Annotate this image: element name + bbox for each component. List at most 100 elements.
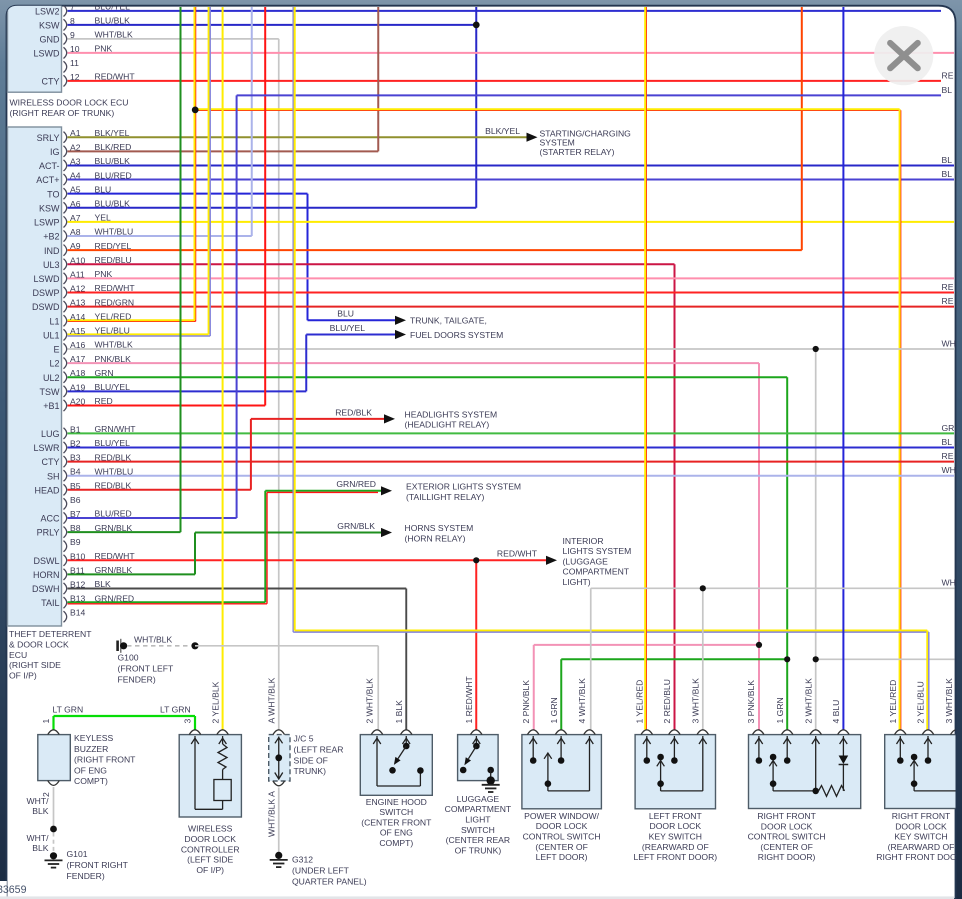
svg-text:CONTROL SWITCH: CONTROL SWITCH: [748, 832, 826, 842]
svg-text:LEFT DOOR): LEFT DOOR): [536, 852, 588, 862]
svg-text:BL: BL: [942, 437, 953, 447]
svg-text:OF I/P): OF I/P): [196, 865, 224, 875]
svg-text:A19: A19: [70, 382, 86, 392]
svg-text:WIRELESS: WIRELESS: [188, 824, 233, 834]
svg-text:LSWP: LSWP: [34, 218, 60, 228]
svg-text:A13: A13: [70, 298, 86, 308]
svg-text:(REARWARD OF: (REARWARD OF: [888, 842, 955, 852]
svg-text:(RIGHT SIDE: (RIGHT SIDE: [9, 660, 61, 670]
svg-text:BLK/YEL: BLK/YEL: [485, 126, 520, 136]
svg-text:B6: B6: [70, 495, 81, 505]
svg-text:OF I/P): OF I/P): [9, 671, 37, 681]
svg-text:WH: WH: [942, 465, 956, 475]
svg-text:A16: A16: [70, 340, 86, 350]
svg-text:WHT/: WHT/: [27, 833, 50, 843]
svg-text:BLU/RED: BLU/RED: [95, 509, 132, 519]
svg-text:A11: A11: [70, 269, 85, 279]
svg-text:A12: A12: [70, 284, 86, 294]
svg-text:9: 9: [70, 30, 75, 40]
svg-text:WHT/BLK: WHT/BLK: [134, 634, 172, 644]
svg-text:LUGGAGE: LUGGAGE: [457, 794, 500, 804]
svg-text:KSW: KSW: [39, 21, 60, 31]
svg-text:OF ENG: OF ENG: [74, 765, 107, 775]
svg-text:1 RED/WHT: 1 RED/WHT: [464, 675, 474, 723]
svg-text:(UNDER LEFT: (UNDER LEFT: [292, 865, 350, 875]
svg-text:SYSTEM: SYSTEM: [540, 138, 575, 148]
svg-text:(FRONT LEFT: (FRONT LEFT: [118, 664, 174, 674]
svg-text:2 RED/BLU: 2 RED/BLU: [662, 679, 672, 723]
svg-text:PNK: PNK: [95, 269, 113, 279]
svg-text:A15: A15: [70, 326, 86, 336]
svg-text:LSWR: LSWR: [33, 443, 60, 453]
svg-text:SWITCH: SWITCH: [461, 825, 495, 835]
svg-text:GRN: GRN: [95, 368, 114, 378]
svg-text:CTY: CTY: [42, 77, 60, 87]
svg-text:(LEFT SIDE: (LEFT SIDE: [187, 855, 233, 865]
svg-text:1 GRN: 1 GRN: [549, 697, 559, 723]
svg-text:(CENTER OF: (CENTER OF: [535, 842, 588, 852]
svg-text:(RIGHT FRONT: (RIGHT FRONT: [74, 755, 136, 765]
svg-text:2 PNK/BLK: 2 PNK/BLK: [521, 680, 531, 724]
svg-text:2: 2: [41, 792, 51, 797]
svg-text:G101: G101: [67, 849, 88, 859]
svg-text:BL: BL: [942, 85, 953, 95]
svg-text:(RIGHT REAR OF TRUNK): (RIGHT REAR OF TRUNK): [10, 108, 115, 118]
svg-text:A5: A5: [70, 185, 81, 195]
svg-text:OF ENG: OF ENG: [380, 828, 413, 838]
svg-text:BLK/YEL: BLK/YEL: [95, 128, 130, 138]
svg-text:A1: A1: [70, 128, 81, 138]
svg-text:A10: A10: [70, 255, 86, 265]
svg-text:A3: A3: [70, 156, 81, 166]
svg-text:3: 3: [183, 719, 193, 724]
svg-text:(HORN RELAY): (HORN RELAY): [405, 533, 466, 543]
svg-text:TSW: TSW: [40, 387, 61, 397]
svg-text:(LUGGAGE: (LUGGAGE: [563, 556, 609, 566]
svg-text:LUG: LUG: [41, 429, 60, 439]
svg-text:RED/BLU: RED/BLU: [95, 255, 132, 265]
svg-text:COMPT): COMPT): [74, 776, 108, 786]
svg-text:WHT/BLK: WHT/BLK: [95, 30, 133, 40]
svg-text:2 YEL/BLK: 2 YEL/BLK: [210, 681, 220, 723]
svg-text:DOOR LOCK: DOOR LOCK: [184, 834, 236, 844]
svg-text:RE: RE: [942, 282, 954, 292]
svg-text:LSWD: LSWD: [33, 274, 60, 284]
svg-text:1 BLK: 1 BLK: [394, 700, 404, 724]
svg-text:HEADLIGHTS SYSTEM: HEADLIGHTS SYSTEM: [405, 409, 498, 419]
svg-text:GRN/RED: GRN/RED: [95, 593, 135, 603]
svg-text:LT GRN: LT GRN: [160, 705, 191, 715]
svg-text:DSWP: DSWP: [33, 288, 60, 298]
svg-text:ACC: ACC: [40, 514, 60, 524]
svg-text:LT GRN: LT GRN: [53, 705, 84, 715]
svg-text:SH: SH: [47, 471, 60, 481]
svg-text:THEFT DETERRENT: THEFT DETERRENT: [9, 629, 92, 639]
svg-text:YEL/RED: YEL/RED: [95, 311, 132, 321]
svg-text:8: 8: [70, 16, 75, 26]
svg-text:B14: B14: [70, 608, 86, 618]
svg-text:DSWL: DSWL: [33, 556, 59, 566]
svg-text:RED/BLK: RED/BLK: [95, 481, 132, 491]
svg-text:B3: B3: [70, 453, 81, 463]
svg-text:1 YEL/RED: 1 YEL/RED: [635, 680, 645, 724]
svg-text:A20: A20: [70, 396, 86, 406]
svg-text:TAIL: TAIL: [41, 598, 59, 608]
svg-text:LIGHTS SYSTEM: LIGHTS SYSTEM: [563, 546, 632, 556]
svg-text:PNK/BLK: PNK/BLK: [95, 354, 132, 364]
svg-text:RED/WHT: RED/WHT: [497, 548, 538, 558]
svg-text:ACT+: ACT+: [36, 175, 59, 185]
svg-text:3 WHT/BLK: 3 WHT/BLK: [691, 678, 701, 724]
svg-text:RE: RE: [942, 70, 954, 80]
svg-text:GRN/BLK: GRN/BLK: [337, 521, 375, 531]
svg-text:ACT-: ACT-: [39, 161, 60, 171]
svg-text:RE: RE: [942, 451, 954, 461]
svg-text:BLK: BLK: [32, 843, 49, 853]
svg-text:CONTROLLER: CONTROLLER: [181, 844, 240, 854]
svg-text:A17: A17: [70, 354, 86, 364]
svg-text:2 WHT/BLK: 2 WHT/BLK: [803, 678, 813, 724]
svg-text:IG: IG: [50, 147, 60, 157]
svg-text:IND: IND: [44, 246, 60, 256]
svg-text:FENDER): FENDER): [67, 871, 105, 881]
svg-text:RED: RED: [95, 396, 113, 406]
svg-text:LIGHT: LIGHT: [465, 815, 491, 825]
svg-text:BLK/RED: BLK/RED: [95, 142, 132, 152]
svg-text:KEY SWITCH: KEY SWITCH: [894, 832, 947, 842]
